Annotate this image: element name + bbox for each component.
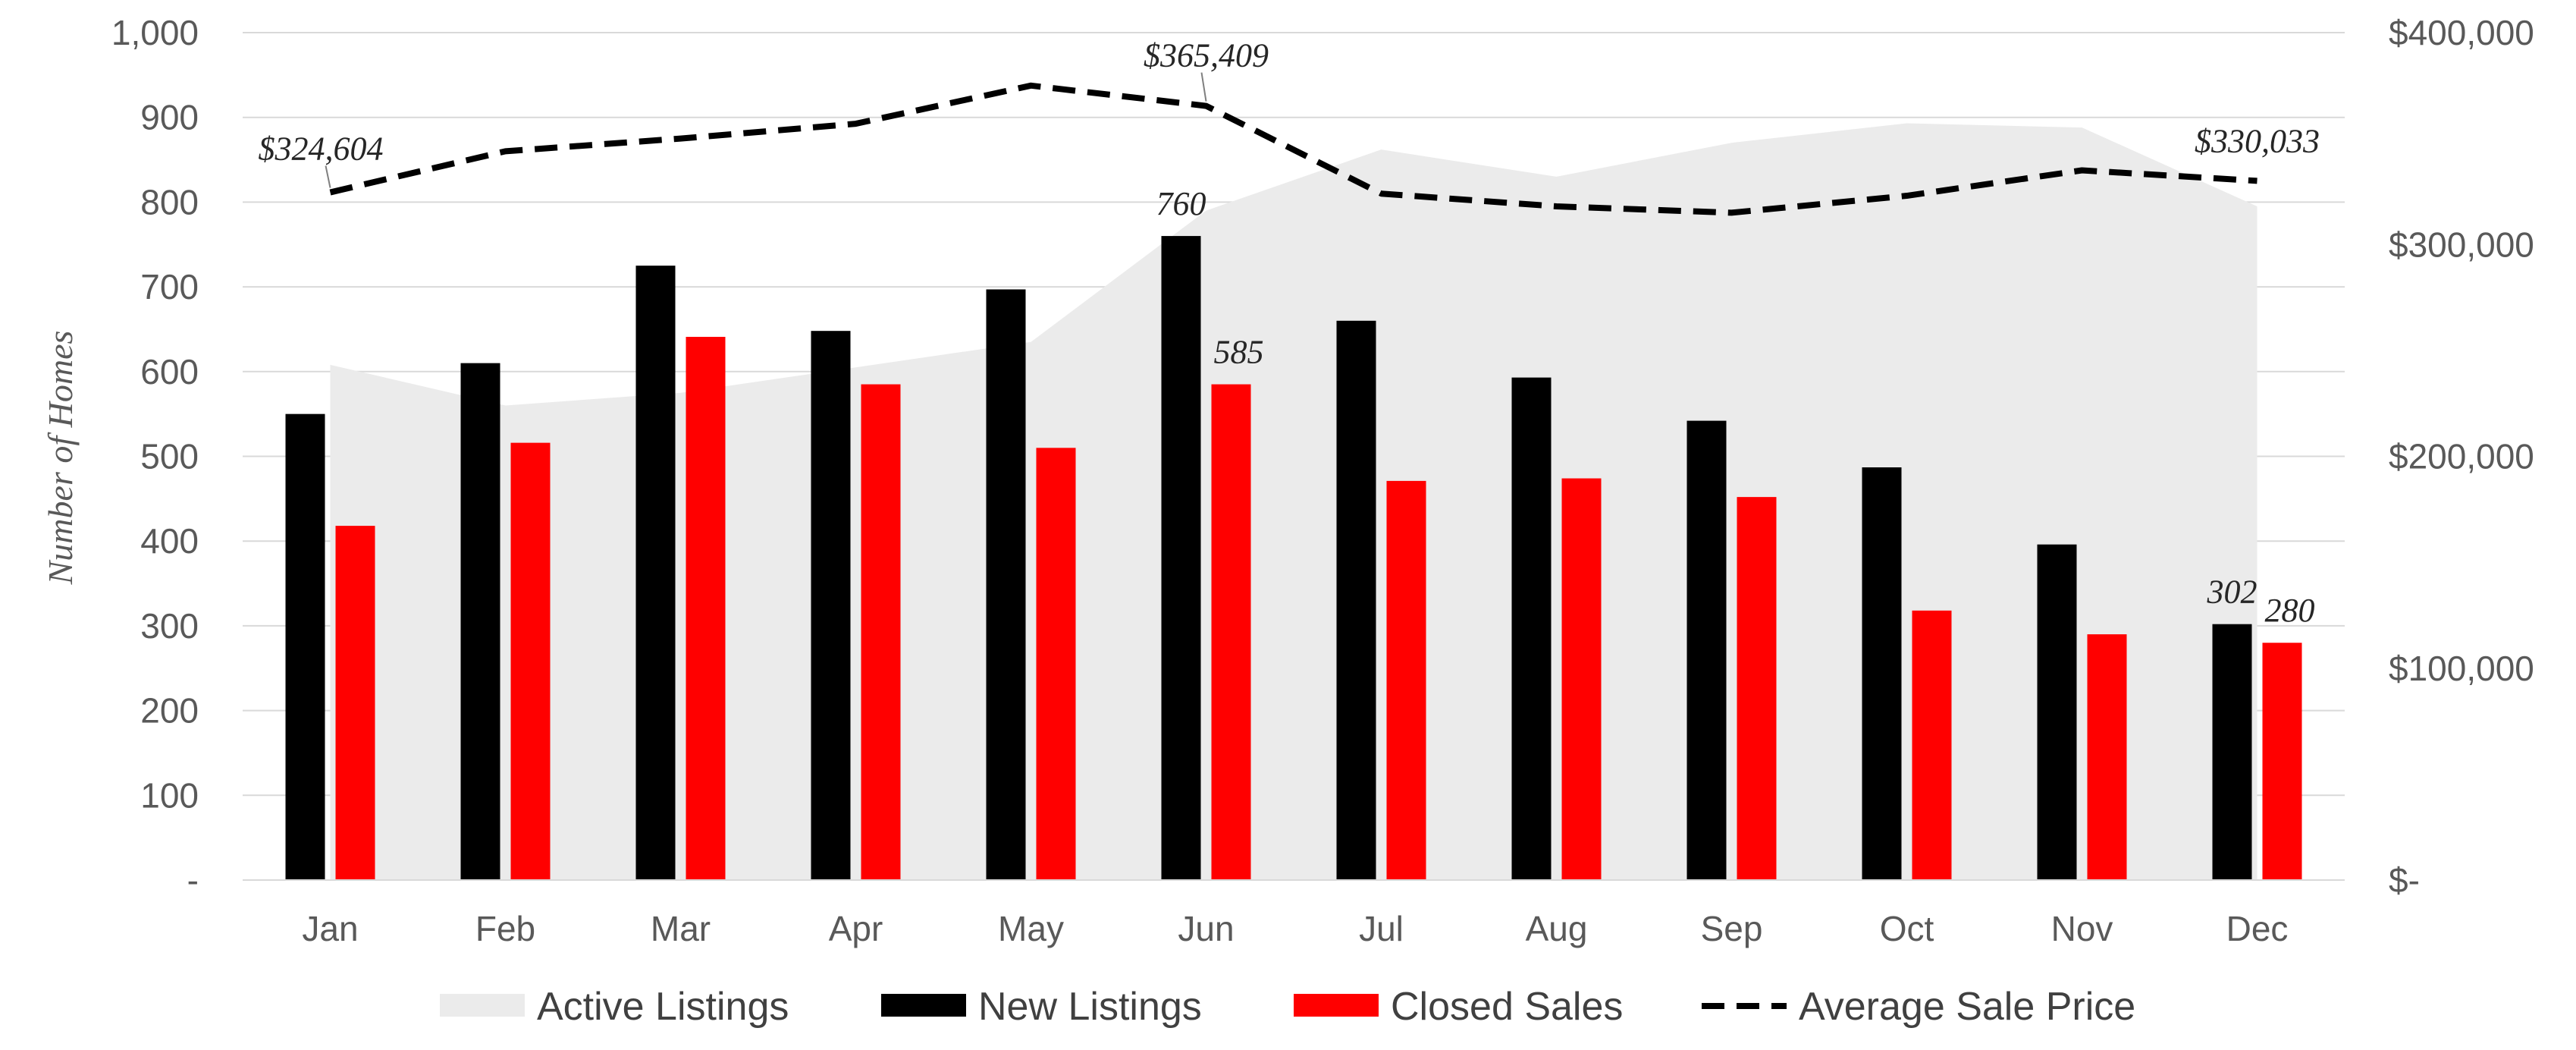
closed-sales-bar-oct — [1912, 610, 1952, 880]
category-label-jul: Jul — [1359, 909, 1404, 948]
category-label-sep: Sep — [1701, 909, 1763, 948]
legend-label-closed-sales: Closed Sales — [1391, 985, 1623, 1029]
left-tick-1000: 1,000 — [111, 13, 199, 52]
new-listings-bar-jan — [285, 413, 325, 880]
new-listings-bar-nov — [2037, 544, 2077, 880]
average-sale-price-polyline — [329, 82, 2258, 216]
bars — [285, 236, 2302, 881]
category-label-nov: Nov — [2051, 909, 2113, 948]
active-listings-area — [330, 123, 2258, 881]
y-axis-title: Number of Homes — [41, 331, 80, 586]
category-label-apr: Apr — [829, 909, 883, 948]
closed-sales-bar-sep — [1737, 497, 1777, 880]
left-tick-300: 300 — [140, 606, 199, 646]
new-listings-label-dec: 302 — [2207, 574, 2258, 611]
right-tick-200000: $200,000 — [2389, 437, 2534, 476]
category-label-feb: Feb — [475, 909, 535, 948]
new-listings-bar-aug — [1511, 377, 1552, 880]
legend: Active Listings New Listings Closed Sales A… — [440, 985, 2135, 1029]
legend-label-new-listings: New Listings — [978, 985, 1202, 1029]
active-listings-area-shape — [330, 123, 2258, 881]
left-tick-600: 600 — [140, 352, 199, 391]
average-sale-price-label-jan: $324,604 — [259, 130, 384, 168]
average-sale-price-line — [329, 82, 2258, 216]
closed-sales-bar-jan — [335, 526, 375, 880]
new-listings-bar-sep — [1686, 420, 1727, 880]
category-label-may: May — [998, 909, 1064, 948]
new-listings-bar-oct — [1862, 467, 1902, 880]
average-sale-price-label-jun: $365,409 — [1144, 37, 1269, 74]
category-label-dec: Dec — [2226, 909, 2289, 948]
closed-sales-label-jun: 585 — [1214, 334, 1264, 371]
left-tick-500: 500 — [140, 437, 199, 476]
closed-sales-bar-jun — [1211, 384, 1251, 880]
legend-label-active-listings: Active Listings — [537, 985, 789, 1029]
closed-sales-bar-may — [1036, 448, 1076, 880]
axes: - 100 200 300 400 500 600 700 800 900 1,000 $- $100,… — [41, 13, 2534, 948]
new-listings-bar-jul — [1336, 320, 1376, 880]
left-tick-0: - — [187, 860, 199, 900]
category-label-jun: Jun — [1178, 909, 1234, 948]
right-tick-100000: $100,000 — [2389, 649, 2534, 688]
average-sale-price-label-dec: $330,033 — [2195, 122, 2320, 159]
legend-swatch-closed-sales — [1294, 994, 1379, 1017]
legend-swatch-new-listings — [881, 994, 966, 1017]
average-sale-price-label-jan-leader — [325, 165, 331, 188]
left-tick-200: 200 — [140, 691, 199, 731]
closed-sales-bar-feb — [510, 442, 551, 880]
closed-sales-bar-mar — [686, 337, 726, 880]
left-tick-400: 400 — [140, 521, 199, 561]
category-label-mar: Mar — [651, 909, 711, 948]
closed-sales-bar-jul — [1386, 480, 1426, 880]
right-tick-400000: $400,000 — [2389, 13, 2534, 52]
average-sale-price-label-jun-leader — [1200, 72, 1207, 102]
new-listings-bar-mar — [635, 266, 676, 880]
left-tick-100: 100 — [140, 775, 199, 815]
new-listings-bar-apr — [811, 331, 851, 881]
category-label-jan: Jan — [302, 909, 358, 948]
new-listings-bar-dec — [2212, 624, 2252, 880]
closed-sales-bar-aug — [1561, 478, 1602, 880]
left-tick-900: 900 — [140, 98, 199, 137]
legend-swatch-active-listings — [440, 994, 525, 1017]
left-tick-700: 700 — [140, 267, 199, 307]
closed-sales-bar-dec — [2262, 643, 2302, 880]
right-tick-0: $- — [2389, 860, 2420, 900]
legend-label-average-sale-price: Average Sale Price — [1799, 985, 2135, 1029]
closed-sales-label-dec: 280 — [2265, 592, 2315, 629]
right-tick-300000: $300,000 — [2389, 225, 2534, 264]
new-listings-bar-may — [986, 289, 1026, 880]
new-listings-bar-jun — [1161, 236, 1201, 881]
closed-sales-bar-apr — [861, 384, 901, 880]
new-listings-label-jun: 760 — [1156, 185, 1206, 222]
category-label-oct: Oct — [1880, 909, 1934, 948]
new-listings-bar-feb — [460, 363, 500, 880]
category-label-aug: Aug — [1526, 909, 1588, 948]
closed-sales-bar-nov — [2087, 634, 2127, 880]
left-tick-800: 800 — [140, 182, 199, 222]
